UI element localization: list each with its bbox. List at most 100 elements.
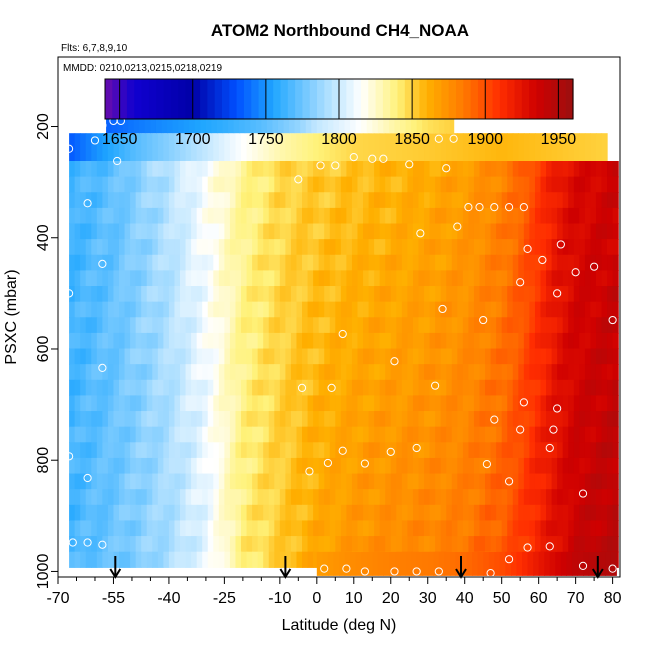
- heatmap-cell: [307, 504, 314, 522]
- heatmap-cell: [451, 254, 458, 271]
- heatmap-cell: [363, 536, 370, 553]
- heatmap-cell: [246, 133, 253, 161]
- heatmap-cell: [196, 192, 203, 209]
- heatmap-cell: [462, 473, 470, 490]
- heatmap-cell: [351, 192, 359, 209]
- heatmap-cell: [302, 207, 309, 225]
- heatmap-cell: [80, 426, 87, 443]
- heatmap-cell: [379, 536, 386, 553]
- heatmap-cell: [141, 192, 148, 209]
- heatmap-cell: [579, 239, 586, 256]
- heatmap-cell: [407, 473, 414, 490]
- heatmap-cell: [485, 161, 492, 178]
- heatmap-cell: [122, 109, 129, 134]
- heatmap-cell: [607, 348, 614, 365]
- heatmap-cell: [590, 364, 597, 381]
- heatmap-cell: [290, 176, 298, 193]
- heatmap-cell: [257, 223, 264, 240]
- heatmap-cell: [346, 270, 353, 287]
- heatmap-cell: [285, 473, 292, 490]
- heatmap-cell: [302, 442, 309, 459]
- heatmap-cell: [612, 317, 619, 334]
- heatmap-cell: [290, 426, 298, 443]
- heatmap-cell: [573, 426, 580, 443]
- heatmap-cell: [207, 239, 214, 256]
- heatmap-cell: [490, 286, 497, 303]
- heatmap-cell: [130, 411, 137, 428]
- heatmap-cell: [268, 426, 275, 443]
- heatmap-cell: [119, 332, 126, 350]
- heatmap-cell: [412, 348, 420, 365]
- heatmap-cell: [357, 286, 364, 303]
- heatmap-cell: [135, 176, 142, 193]
- heatmap-cell: [429, 364, 436, 381]
- heatmap-cell: [368, 301, 375, 318]
- heatmap-cell: [229, 457, 237, 475]
- heatmap-cell: [523, 301, 531, 318]
- heatmap-cell: [119, 504, 126, 522]
- heatmap-cell: [113, 270, 120, 287]
- heatmap-cell: [357, 379, 364, 397]
- heatmap-cell: [529, 239, 536, 256]
- heatmap-cell: [174, 207, 181, 225]
- heatmap-cell: [91, 317, 98, 334]
- sample-point: [516, 278, 525, 287]
- heatmap-cell: [601, 161, 608, 178]
- heatmap-cell: [396, 332, 403, 350]
- heatmap-cell: [218, 133, 225, 161]
- heatmap-cell: [501, 489, 508, 506]
- heatmap-cell: [85, 395, 92, 412]
- heatmap-cell: [224, 223, 231, 240]
- heatmap-cell: [562, 379, 569, 397]
- heatmap-cell: [113, 161, 120, 178]
- heatmap-cell: [440, 473, 447, 490]
- heatmap-cell: [435, 489, 442, 506]
- heatmap-cell: [412, 133, 420, 161]
- heatmap-cell: [224, 161, 231, 178]
- heatmap-cell: [207, 520, 214, 537]
- heatmap-cell: [401, 473, 409, 490]
- heatmap-cell: [557, 176, 564, 193]
- heatmap-cell: [612, 457, 619, 475]
- heatmap-cell: [257, 379, 264, 397]
- heatmap-cell: [119, 348, 126, 365]
- heatmap-cell: [235, 457, 242, 475]
- heatmap-cell: [363, 364, 370, 381]
- heatmap-cell: [512, 395, 519, 412]
- heatmap-cell: [191, 348, 198, 365]
- heatmap-cell: [168, 442, 176, 459]
- heatmap-cell: [340, 504, 347, 522]
- heatmap-cell: [335, 536, 342, 553]
- heatmap-cell: [612, 301, 619, 318]
- heatmap-cell: [584, 395, 592, 412]
- heatmap-cell: [579, 442, 586, 459]
- heatmap-cell: [424, 133, 431, 161]
- heatmap-cell: [512, 442, 519, 459]
- heatmap-cell: [612, 364, 619, 381]
- heatmap-cell: [595, 301, 603, 318]
- heatmap-cell: [324, 301, 331, 318]
- sample-point: [453, 222, 462, 231]
- heatmap-cell: [102, 239, 109, 256]
- heatmap-cell: [141, 489, 148, 506]
- heatmap-cell: [252, 473, 259, 490]
- heatmap-cell: [568, 411, 575, 428]
- x-axis: -70 -55 -40 -25 -10 0 10 20 30 40 50 60 70 80: [46, 577, 622, 607]
- heatmap-cell: [457, 239, 464, 256]
- heatmap-cell: [113, 411, 120, 428]
- heatmap-cell: [601, 332, 608, 350]
- heatmap-cell: [540, 192, 547, 209]
- heatmap-cell: [590, 473, 597, 490]
- heatmap-cell: [344, 109, 351, 134]
- heatmap-cell: [102, 426, 109, 443]
- heatmap-cell: [124, 133, 131, 161]
- heatmap-cell: [390, 473, 397, 490]
- heatmap-cell: [241, 395, 248, 412]
- heatmap-cell: [74, 254, 81, 271]
- heatmap-cell: [290, 457, 298, 475]
- x-tick-label: -25: [213, 590, 236, 607]
- heatmap-cell: [113, 551, 120, 568]
- heatmap-cell: [196, 489, 203, 506]
- heatmap-cell: [540, 207, 547, 225]
- heatmap-cell: [418, 504, 425, 522]
